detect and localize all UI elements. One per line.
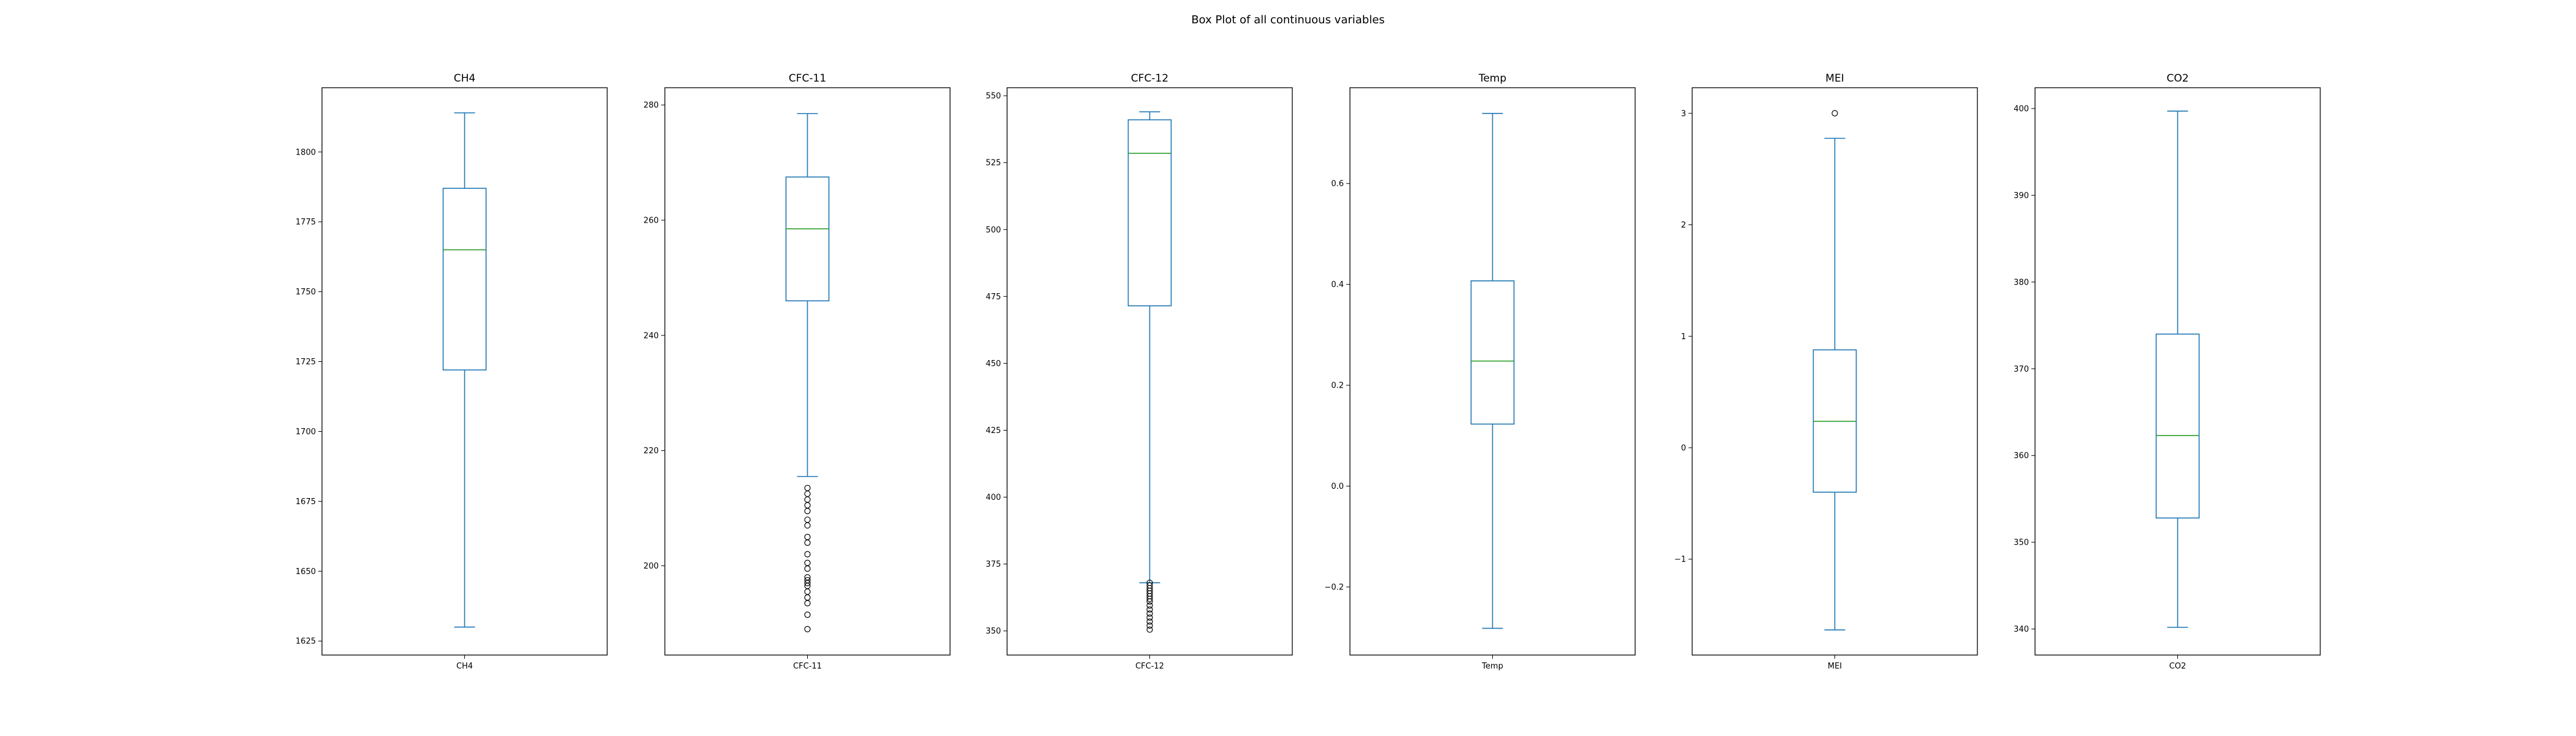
panel-cfc-11: CFC-11 200 220 240 260 280 CFC-11 [643,72,951,671]
outlier-point [1146,626,1153,633]
y-tick-label: 200 [643,562,659,571]
panel-temp: Temp −0.2 0.0 0.2 0.4 0.6 Temp [1324,72,1636,671]
outlier-point [804,539,811,546]
outlier-point [804,534,811,540]
y-tick-label: 260 [643,216,659,225]
y-tick-label: 350 [986,627,1001,636]
outlier-point [804,588,811,595]
y-tick-label: 390 [2014,191,2029,201]
y-tick-label: 380 [2014,278,2029,287]
panel-title: MEI [1825,72,1844,85]
x-tick-label: MEI [1828,662,1842,671]
panel-ch4: CH4 1625 1650 1675 1700 1725 1750 1775 1800 CH4 [296,72,608,671]
outlier-point [804,551,811,558]
outlier-point [1146,598,1153,605]
y-tick-label: 220 [643,447,659,456]
iqr-box [2155,333,2200,519]
outlier-point [1146,606,1153,613]
y-tick-label: 1800 [296,148,316,157]
panel-cfc-12: CFC-12 350 375 400 425 450 475 500 525 550 CFC-12 [986,72,1293,671]
y-tick-label: 2 [1681,221,1686,230]
outlier-point [804,516,811,523]
y-tick-label: 1675 [296,497,316,507]
y-tick-label: 475 [986,293,1001,302]
iqr-box [1470,280,1515,425]
axes-frame [2034,87,2321,656]
y-tick-label: 0.6 [1331,180,1344,189]
y-tick-label: 280 [643,101,659,110]
y-tick-label: 340 [2014,625,2029,634]
y-tick-label: 240 [643,331,659,340]
axes-frame [321,87,608,656]
panel-title: Temp [1478,72,1506,85]
y-tick-label: 1625 [296,637,316,646]
y-tick-label: 1 [1681,332,1686,342]
panel-title: CH4 [454,72,475,85]
outlier-point [804,496,811,503]
axes-frame [1349,87,1636,656]
outlier-point [804,600,811,607]
figure-title: Box Plot of all continuous variables [1191,13,1384,26]
y-tick-label: 0.0 [1331,482,1344,491]
x-tick-label: CFC-12 [1135,662,1164,671]
y-tick-label: 0.2 [1331,381,1344,391]
iqr-box [785,176,830,302]
panel-title: CO2 [2166,72,2188,85]
y-tick-label: 500 [986,226,1001,235]
panel-mei: MEI −1 0 1 2 3 MEI [1674,72,1978,671]
y-tick-label: −0.2 [1324,583,1344,592]
outlier-point [1146,618,1153,625]
y-tick-label: 550 [986,92,1001,101]
outlier-point [1146,622,1153,629]
outlier-point [1831,110,1838,117]
y-tick-label: 0.4 [1331,280,1344,289]
panel-title: CFC-12 [1131,72,1168,85]
outlier-point [804,565,811,572]
y-tick-label: 450 [986,359,1001,369]
y-tick-label: 1775 [296,218,316,227]
y-tick-label: 350 [2014,539,2029,548]
axes-frame [1692,87,1978,656]
y-tick-label: 1700 [296,427,316,437]
iqr-box [1127,119,1172,307]
y-tick-label: 1750 [296,288,316,297]
outlier-point [804,508,811,515]
outlier-point [1146,602,1153,609]
y-tick-label: 400 [2014,104,2029,113]
outlier-point [804,485,811,491]
iqr-box [442,188,487,371]
outlier-point [804,522,811,529]
y-tick-label: 1725 [296,358,316,367]
y-tick-label: 525 [986,159,1001,168]
y-tick-label: 370 [2014,365,2029,374]
outlier-point [1146,596,1153,602]
y-tick-label: 425 [986,426,1001,435]
outlier-point [804,490,811,497]
panel-title: CFC-11 [789,72,826,85]
y-tick-label: −1 [1674,555,1686,564]
axes-frame [1006,87,1293,656]
outlier-point [1146,614,1153,621]
outlier-point [804,594,811,601]
outlier-point [804,580,811,586]
x-tick-label: CO2 [2169,662,2187,671]
y-tick-label: 375 [986,560,1001,569]
y-tick-label: 3 [1681,109,1686,118]
x-tick-label: Temp [1481,662,1503,671]
x-tick-label: CFC-11 [793,662,822,671]
outlier-point [804,559,811,566]
outlier-point [804,502,811,508]
y-tick-label: 1650 [296,567,316,577]
x-tick-label: CH4 [456,662,473,671]
panel-co2: CO2 340 350 360 370 380 390 400 CO2 [2014,72,2321,671]
outlier-point [804,626,811,632]
outlier-point [804,611,811,618]
y-tick-label: 360 [2014,451,2029,461]
y-tick-label: 400 [986,493,1001,502]
axes-frame [664,87,951,656]
y-tick-label: 0 [1681,443,1686,453]
outlier-point [1146,610,1153,617]
